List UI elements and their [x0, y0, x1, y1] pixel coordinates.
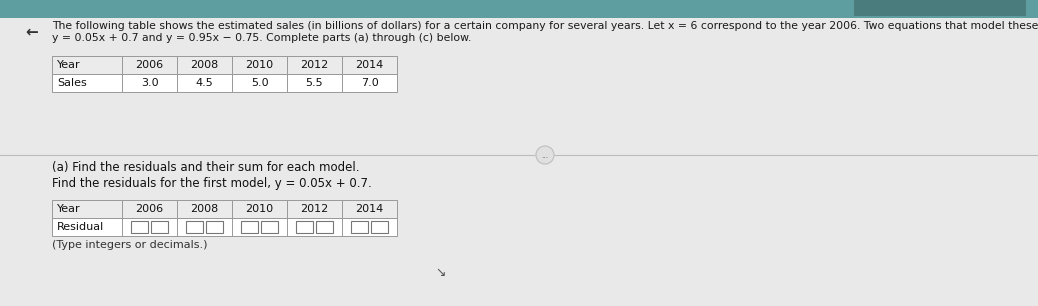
Text: ...: ... [542, 151, 548, 159]
FancyBboxPatch shape [342, 56, 397, 74]
FancyBboxPatch shape [52, 56, 122, 74]
FancyBboxPatch shape [177, 56, 233, 74]
Text: Year: Year [57, 204, 81, 214]
Text: 2014: 2014 [355, 60, 384, 70]
Text: (Type integers or decimals.): (Type integers or decimals.) [52, 240, 208, 250]
Text: Year: Year [57, 60, 81, 70]
FancyBboxPatch shape [177, 74, 233, 92]
Text: 2010: 2010 [245, 204, 274, 214]
FancyBboxPatch shape [52, 74, 122, 92]
Text: 7.0: 7.0 [360, 78, 379, 88]
FancyBboxPatch shape [316, 221, 333, 233]
Text: 2008: 2008 [190, 204, 219, 214]
FancyBboxPatch shape [131, 221, 148, 233]
FancyBboxPatch shape [286, 200, 342, 218]
FancyBboxPatch shape [342, 74, 397, 92]
FancyBboxPatch shape [186, 221, 203, 233]
FancyBboxPatch shape [177, 200, 233, 218]
FancyBboxPatch shape [854, 0, 1026, 16]
FancyBboxPatch shape [52, 218, 397, 236]
Text: 2006: 2006 [135, 60, 164, 70]
Text: 2010: 2010 [245, 60, 274, 70]
FancyBboxPatch shape [233, 56, 286, 74]
FancyBboxPatch shape [122, 200, 177, 218]
FancyBboxPatch shape [0, 18, 1038, 306]
FancyBboxPatch shape [261, 221, 278, 233]
FancyBboxPatch shape [342, 200, 397, 218]
Text: 2006: 2006 [135, 204, 164, 214]
FancyBboxPatch shape [0, 0, 1038, 18]
FancyBboxPatch shape [241, 221, 258, 233]
Text: 2012: 2012 [300, 60, 329, 70]
FancyBboxPatch shape [122, 74, 177, 92]
FancyBboxPatch shape [371, 221, 388, 233]
FancyBboxPatch shape [286, 74, 342, 92]
FancyBboxPatch shape [233, 200, 286, 218]
Text: 5.5: 5.5 [305, 78, 323, 88]
FancyBboxPatch shape [151, 221, 168, 233]
FancyBboxPatch shape [206, 221, 223, 233]
Text: 2012: 2012 [300, 204, 329, 214]
FancyBboxPatch shape [52, 200, 122, 218]
Text: Find the residuals for the first model, y = 0.05x + 0.7.: Find the residuals for the first model, … [52, 177, 372, 191]
Text: 2008: 2008 [190, 60, 219, 70]
Text: ←: ← [26, 24, 38, 39]
Text: 4.5: 4.5 [195, 78, 214, 88]
Text: 5.0: 5.0 [251, 78, 268, 88]
Circle shape [536, 146, 554, 164]
Text: Residual: Residual [57, 222, 104, 232]
Text: y = 0.05x + 0.7 and y = 0.95x − 0.75. Complete parts (a) through (c) below.: y = 0.05x + 0.7 and y = 0.95x − 0.75. Co… [52, 33, 471, 43]
Text: 2014: 2014 [355, 204, 384, 214]
Text: The following table shows the estimated sales (in billions of dollars) for a cer: The following table shows the estimated … [52, 21, 1038, 31]
Text: Sales: Sales [57, 78, 87, 88]
FancyBboxPatch shape [122, 56, 177, 74]
Text: (a) Find the residuals and their sum for each model.: (a) Find the residuals and their sum for… [52, 162, 359, 174]
FancyBboxPatch shape [286, 56, 342, 74]
FancyBboxPatch shape [296, 221, 313, 233]
Text: 3.0: 3.0 [141, 78, 159, 88]
Text: ↘: ↘ [435, 266, 445, 278]
FancyBboxPatch shape [233, 74, 286, 92]
FancyBboxPatch shape [351, 221, 368, 233]
